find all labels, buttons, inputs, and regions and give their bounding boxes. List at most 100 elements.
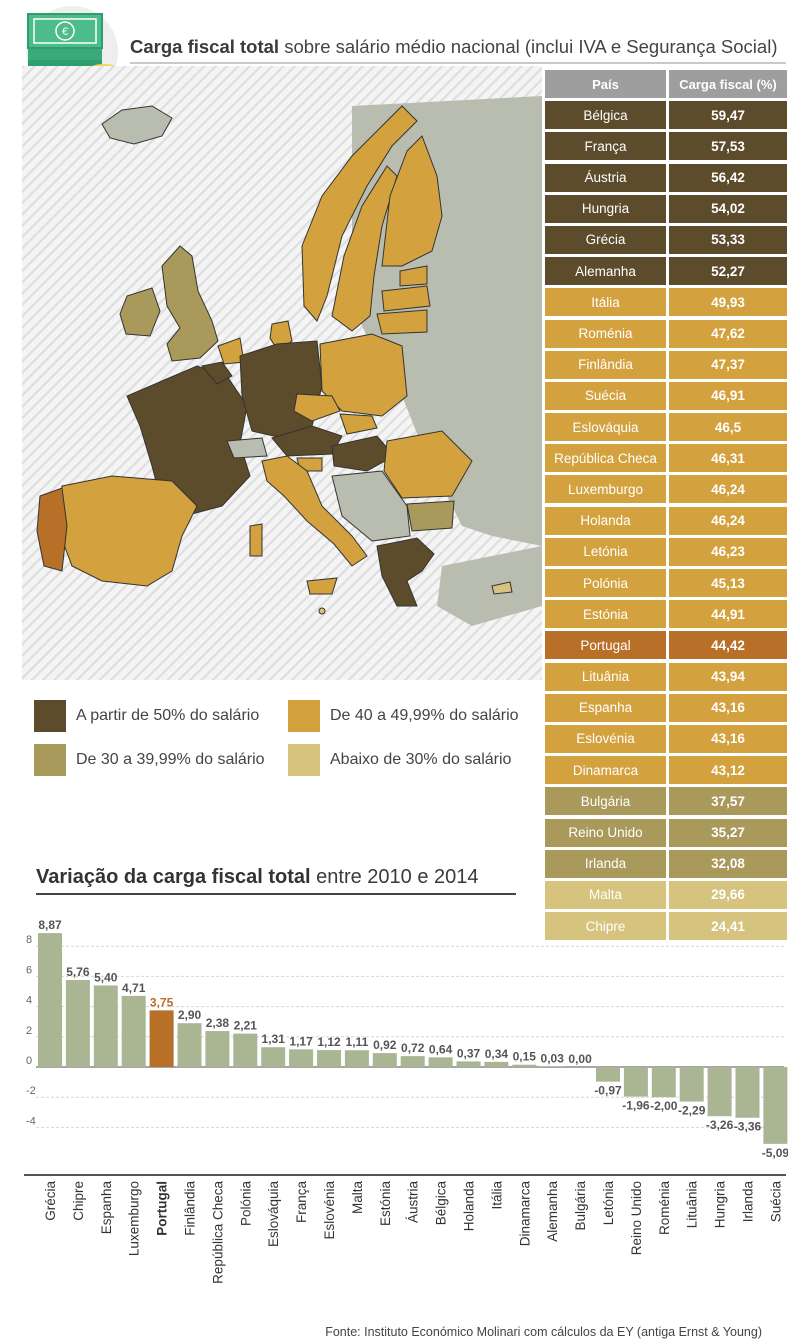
bar: [623, 1067, 648, 1097]
table-cell-country: Grécia: [545, 225, 666, 254]
data-label: 0,92: [373, 1038, 397, 1052]
data-label: -3,36: [734, 1120, 762, 1134]
europe-map: [22, 66, 542, 680]
bar: [177, 1023, 202, 1067]
table-cell-country: Suécia: [545, 381, 666, 410]
table-row: Finlândia 47,37: [545, 350, 787, 382]
bar: [121, 995, 146, 1067]
bar: [372, 1053, 397, 1067]
table-cell-country: Áustria: [545, 163, 666, 192]
table-row: Roménia 47,62: [545, 319, 787, 351]
x-tick-label: Bulgária: [573, 1181, 588, 1231]
bar: [596, 1067, 620, 1082]
y-tick-label: 4: [26, 995, 32, 1007]
data-label: 0,03: [541, 1052, 565, 1066]
table-row: Itália 49,93: [545, 288, 787, 319]
page-title-bold: Carga fiscal total: [130, 36, 280, 57]
bar: [679, 1067, 704, 1102]
data-label: 0,34: [485, 1047, 509, 1061]
bar: [512, 1064, 537, 1067]
map-slovakia: [339, 413, 378, 435]
tax-table: País Carga fiscal (%) Bélgica 59,47 França…: [545, 70, 787, 943]
x-tick-label: Chipre: [71, 1181, 86, 1221]
data-label: 1,11: [346, 1035, 369, 1049]
x-tick-label: República Checa: [210, 1181, 225, 1284]
table-cell-value: 43,12: [669, 756, 787, 785]
data-label: 0,15: [513, 1050, 537, 1064]
data-label: -0,97: [594, 1084, 622, 1098]
table-cell-value: 46,24: [669, 506, 787, 535]
table-row: Lituânia 43,94: [545, 662, 787, 694]
table-cell-country: Finlândia: [545, 350, 666, 379]
table-cell-value: 46,24: [669, 475, 787, 504]
table-cell-value: 45,13: [669, 569, 787, 597]
x-tick-label: Luxemburgo: [127, 1181, 142, 1256]
x-tick-label: Suécia: [768, 1181, 783, 1223]
legend-swatch-g1: [34, 700, 66, 732]
bar: [233, 1033, 258, 1067]
x-tick-label: Reino Unido: [629, 1181, 644, 1255]
table-cell-country: Alemanha: [545, 257, 666, 286]
data-label: 5,40: [94, 970, 118, 984]
bar: [317, 1050, 341, 1067]
table-cell-value: 46,91: [669, 381, 787, 410]
table-row: Letónia 46,23: [545, 537, 787, 569]
table-cell-country: Bulgária: [545, 787, 666, 816]
table-cell-country: Portugal: [545, 631, 666, 660]
map-malta: [318, 607, 326, 615]
map-spain: [56, 475, 198, 587]
map-finland: [381, 135, 443, 267]
table-cell-country: Luxemburgo: [545, 475, 666, 504]
table-row: Bélgica 59,47: [545, 101, 787, 132]
data-label: 0,72: [401, 1041, 425, 1055]
x-tick-label: Espanha: [99, 1181, 114, 1235]
table-cell-value: 32,08: [669, 849, 787, 878]
table-row: Bulgária 37,57: [545, 787, 787, 818]
table-cell-value: 24,41: [669, 912, 787, 941]
chart-title: Variação da carga fiscal total entre 201…: [36, 866, 479, 889]
variation-bar-chart: 8 6 4 2 0 -2 -4 8,87 Grécia 5,76 Chipre 5,40 Espanha…: [24, 918, 788, 1284]
data-label: 1,31: [262, 1032, 286, 1046]
table-cell-value: 52,27: [669, 257, 787, 286]
map-france: [126, 365, 251, 515]
table-cell-value: 29,66: [669, 880, 787, 909]
table-row: Portugal 44,42: [545, 631, 787, 662]
table-cell-value: 37,57: [669, 787, 787, 816]
x-tick-label: Grécia: [43, 1181, 58, 1221]
bar: [149, 1010, 174, 1067]
table-cell-country: Itália: [545, 288, 666, 317]
table-row: Estónia 44,91: [545, 600, 787, 631]
table-row: Hungria 54,02: [545, 194, 787, 226]
data-label: -1,96: [622, 1099, 650, 1113]
table-body: Bélgica 59,47 França 57,53 Áustria 56,42 Hungr…: [545, 101, 787, 943]
x-tick-label: Alemanha: [545, 1181, 560, 1242]
page-title-rest: sobre salário médio nacional (inclui IVA…: [284, 36, 778, 57]
bar: [651, 1067, 676, 1098]
table-cell-country: Polónia: [545, 569, 666, 597]
table-row: Malta 29,66: [545, 880, 787, 912]
bar: [707, 1067, 732, 1117]
data-label: 2,38: [206, 1016, 230, 1030]
table-cell-value: 59,47: [669, 101, 787, 130]
table-cell-country: França: [545, 132, 666, 161]
table-cell-value: 56,42: [669, 163, 787, 192]
bar: [65, 980, 90, 1067]
table-cell-country: Irlanda: [545, 849, 666, 878]
table-cell-value: 46,5: [669, 413, 787, 442]
table-cell-country: Malta: [545, 880, 666, 909]
x-tick-label: Finlândia: [183, 1181, 198, 1236]
x-tick-label: Áustria: [406, 1181, 421, 1224]
legend: A partir de 50% do salário De 40 a 49,99…: [34, 700, 544, 790]
table-row: Grécia 53,33: [545, 225, 787, 257]
table-cell-value: 44,91: [669, 600, 787, 629]
legend-item-g2: De 40 a 49,99% do salário: [288, 700, 519, 732]
x-tick-label: Portugal: [155, 1181, 170, 1236]
legend-item-g3: De 30 a 39,99% do salário: [34, 744, 265, 776]
map-italy: [261, 455, 368, 567]
y-tick-label: 2: [26, 1025, 32, 1037]
table-cell-value: 43,16: [669, 724, 787, 753]
map-lithuania: [376, 309, 428, 335]
data-label: 2,90: [178, 1008, 202, 1022]
table-cell-value: 46,23: [669, 537, 787, 566]
map-poland: [319, 333, 408, 417]
